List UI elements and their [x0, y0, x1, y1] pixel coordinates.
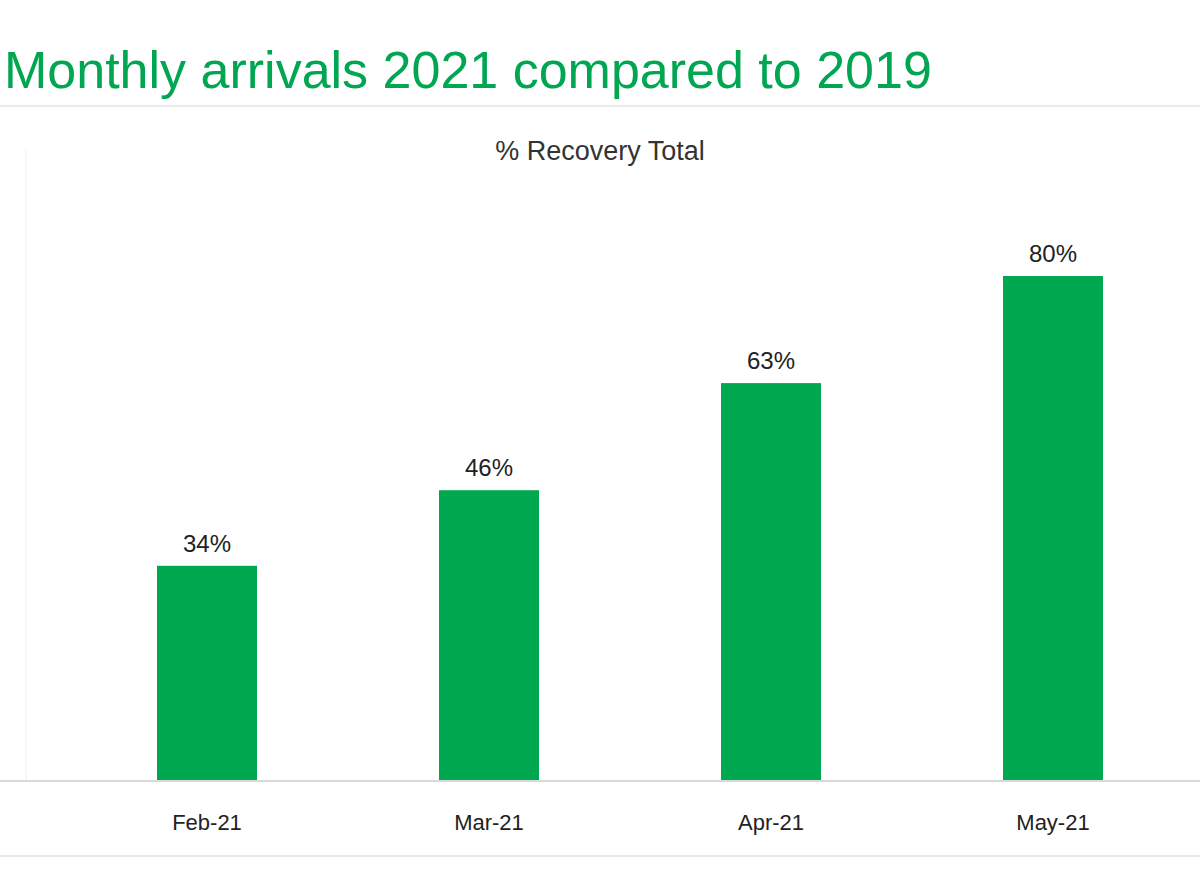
bar — [721, 383, 821, 780]
data-label: 46% — [465, 454, 513, 481]
data-label: 63% — [747, 347, 795, 374]
y-axis-line — [26, 150, 27, 780]
bars — [157, 276, 1103, 780]
bar — [439, 490, 539, 780]
title-rule — [0, 105, 1200, 107]
chart-root: Monthly arrivals 2021 compared to 2019 % … — [0, 0, 1200, 892]
bar — [157, 566, 257, 780]
x-tick-label: Feb-21 — [172, 810, 242, 835]
title: Monthly arrivals 2021 compared to 2019 — [4, 41, 932, 99]
x-tick-label: Mar-21 — [454, 810, 524, 835]
subtitle: % Recovery Total — [495, 136, 705, 166]
x-tick-label: May-21 — [1016, 810, 1089, 835]
bar — [1003, 276, 1103, 780]
x-axis-line — [0, 780, 1200, 782]
data-label: 34% — [183, 530, 231, 557]
bottom-rule — [0, 855, 1200, 857]
x-tick-label: Apr-21 — [738, 810, 804, 835]
chart: Monthly arrivals 2021 compared to 2019 % … — [0, 0, 1200, 892]
data-label: 80% — [1029, 240, 1077, 267]
